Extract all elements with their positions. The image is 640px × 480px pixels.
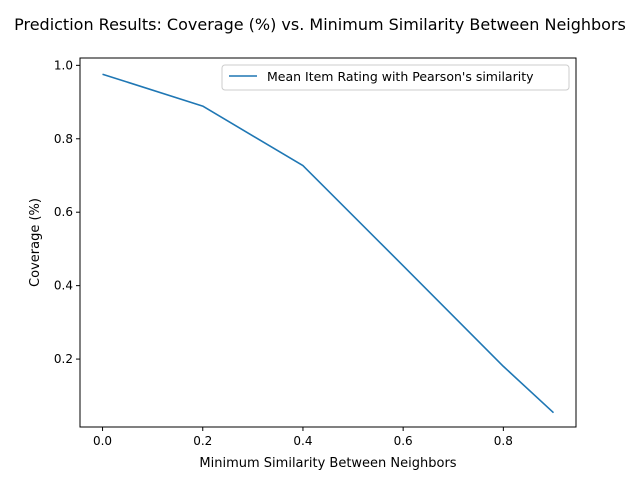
legend-series-label: Mean Item Rating with Pearson's similari…: [267, 69, 534, 84]
series-layer: [102, 73, 555, 414]
legend-frame: [221, 64, 570, 91]
x-tick-label: 0.6: [394, 434, 413, 448]
x-tick-label: 0.4: [293, 434, 312, 448]
series-line: [102, 73, 555, 414]
plot-area-frame: [79, 57, 577, 428]
y-axis-ticks: 0.2 0.4 0.6 0.8 1.0: [54, 58, 80, 366]
x-axis-ticks: 0.0 0.2 0.4 0.6 0.8: [93, 427, 513, 448]
x-axis-label: Minimum Similarity Between Neighbors: [199, 456, 456, 471]
y-tick-label: 0.8: [54, 132, 73, 146]
y-tick-label: 0.2: [54, 352, 73, 366]
legend: Mean Item Rating with Pearson's similari…: [221, 64, 570, 91]
x-tick-label: 0.2: [193, 434, 212, 448]
x-tick-label: 0.0: [93, 434, 112, 448]
chart-title: Prediction Results: Coverage (%) vs. Min…: [14, 15, 626, 34]
y-tick-label: 0.4: [54, 279, 73, 293]
y-axis-label: Coverage (%): [28, 198, 43, 287]
y-tick-label: 1.0: [54, 58, 73, 72]
y-tick-label: 0.6: [54, 205, 73, 219]
x-tick-label: 0.8: [494, 434, 513, 448]
